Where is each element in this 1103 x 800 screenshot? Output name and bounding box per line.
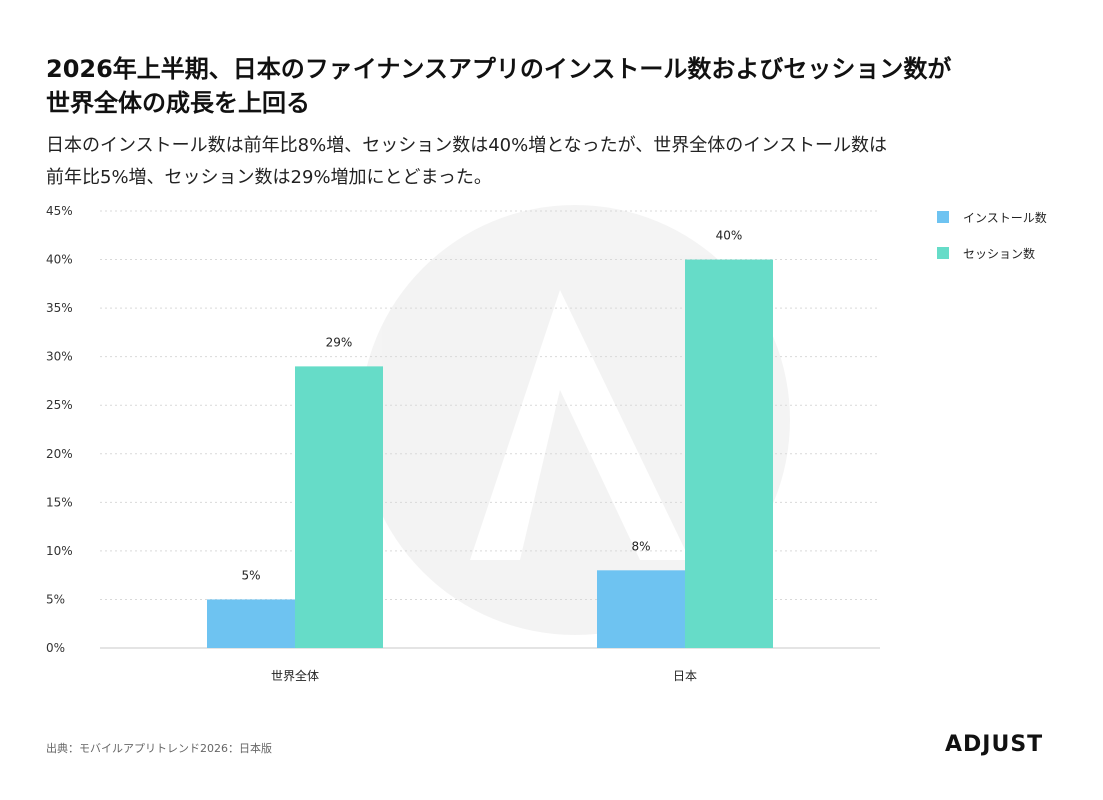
bar-installs	[597, 570, 685, 648]
y-tick-label: 10%	[46, 544, 73, 558]
bar-data-label: 5%	[241, 568, 260, 582]
y-tick-label: 40%	[46, 253, 73, 267]
legend-label-sessions: セッション数	[963, 246, 1036, 261]
bar-data-label: 29%	[326, 335, 353, 349]
chart-title: 2026年上半期、日本のファイナンスアプリのインストール数およびセッション数が …	[46, 52, 1056, 120]
bar-installs	[207, 599, 295, 648]
y-tick-label: 35%	[46, 301, 73, 315]
y-tick-label: 15%	[46, 495, 73, 509]
bar-data-label: 40%	[716, 229, 743, 243]
y-tick-label: 5%	[46, 592, 65, 606]
bar-sessions	[295, 366, 383, 648]
chart-title-line-1: 2026年上半期、日本のファイナンスアプリのインストール数およびセッション数が	[46, 55, 952, 83]
source-note: 出典：モバイルアプリトレンド2026：日本版	[46, 742, 272, 755]
legend-swatch-sessions	[937, 247, 949, 259]
adjust-logo: ADJUST	[945, 732, 1044, 757]
x-tick-label: 日本	[673, 669, 697, 683]
bar-sessions	[685, 259, 773, 648]
y-tick-label: 30%	[46, 350, 73, 364]
x-tick-label: 世界全体	[271, 668, 319, 683]
legend-item-installs: インストール数	[937, 206, 1047, 228]
chart-subtitle: 日本のインストール数は前年比8%増、セッション数は40%増となったが、世界全体の…	[46, 130, 1056, 194]
y-tick-label: 20%	[46, 447, 73, 461]
adjust-watermark-icon	[360, 205, 790, 635]
legend-label-installs: インストール数	[963, 210, 1047, 225]
bar-data-label: 8%	[631, 539, 650, 553]
chart-subtitle-line-1: 日本のインストール数は前年比8%増、セッション数は40%増となったが、世界全体の…	[46, 135, 887, 156]
chart-title-line-2: 世界全体の成長を上回る	[46, 89, 310, 117]
legend-item-sessions: セッション数	[937, 242, 1047, 264]
y-tick-label: 25%	[46, 398, 73, 412]
chart-legend: インストール数 セッション数	[937, 206, 1047, 278]
legend-swatch-installs	[937, 211, 949, 223]
y-tick-label: 45%	[46, 204, 73, 218]
chart-subtitle-line-2: 前年比5%増、セッション数は29%増加にとどまった。	[46, 167, 492, 188]
y-tick-label: 0%	[46, 641, 65, 655]
